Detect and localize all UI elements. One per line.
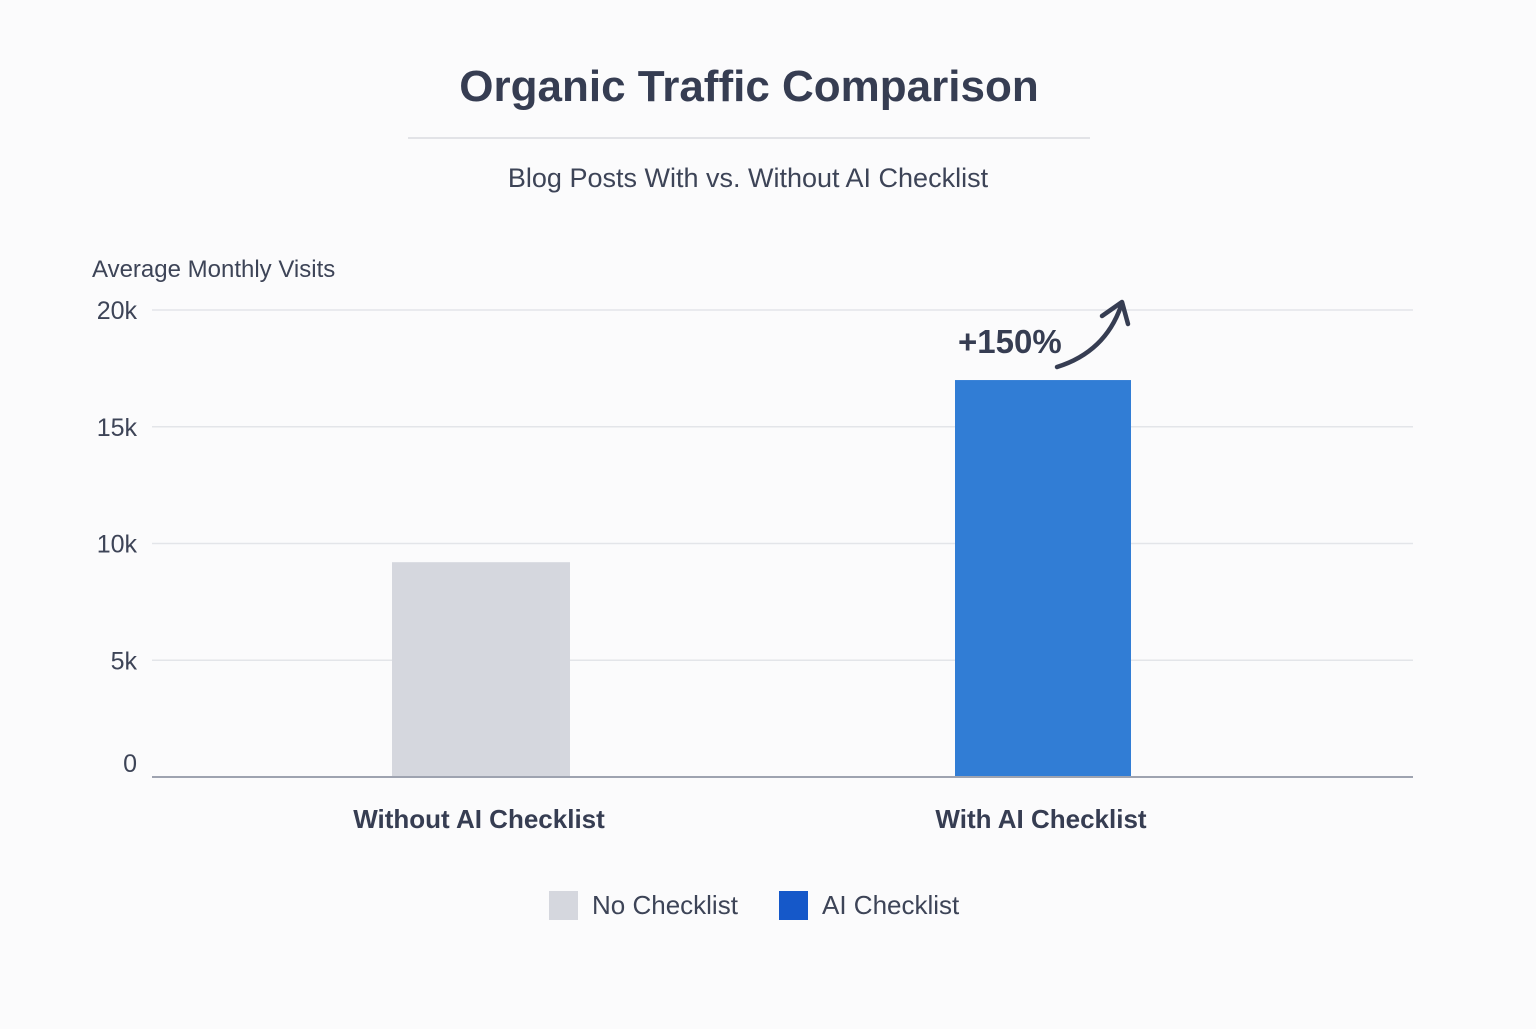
legend-label: AI Checklist xyxy=(822,890,960,920)
y-tick-label: 15k xyxy=(97,414,138,442)
legend-label: No Checklist xyxy=(592,890,739,920)
y-tick-label: 0 xyxy=(123,750,137,778)
y-tick-label: 20k xyxy=(97,297,138,325)
y-tick-labels: 0 5k 10k 15k 20k xyxy=(97,297,138,778)
annotation: +150% xyxy=(958,299,1131,370)
bar-2 xyxy=(955,380,1131,777)
gridlines xyxy=(152,309,1413,661)
bar-1 xyxy=(392,562,570,777)
chart-title: Organic Traffic Comparison xyxy=(459,62,1038,111)
legend-swatch xyxy=(779,891,808,920)
y-axis-label: Average Monthly Visits xyxy=(92,256,335,283)
x-tick-labels: Without AI Checklist With AI Checklist xyxy=(353,804,1147,834)
chart-subtitle: Blog Posts With vs. Without AI Checklist xyxy=(508,163,989,193)
curved-up-arrow-icon xyxy=(1054,299,1131,370)
legend: No Checklist AI Checklist xyxy=(549,890,960,920)
y-tick-label: 10k xyxy=(97,531,138,559)
annotation-label: +150% xyxy=(958,323,1062,360)
legend-swatch xyxy=(549,891,578,920)
bars xyxy=(392,380,1131,777)
x-tick-label: With AI Checklist xyxy=(935,804,1147,834)
x-tick-label: Without AI Checklist xyxy=(353,804,605,834)
y-tick-label: 5k xyxy=(111,647,138,675)
